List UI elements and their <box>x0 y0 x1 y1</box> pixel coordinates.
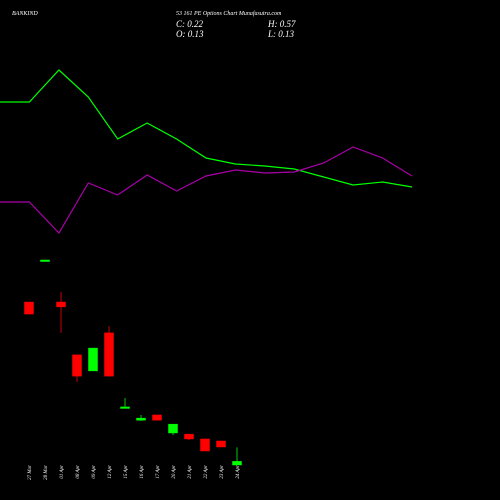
x-tick-label: 16 Apr <box>140 465 145 479</box>
indicator-line <box>0 69 413 188</box>
indicator-line <box>0 146 413 234</box>
candle-body <box>72 354 82 377</box>
open-label: O: 0.13 <box>176 29 204 39</box>
x-tick-label: 23 Apr <box>220 465 225 479</box>
candle-body <box>232 461 242 466</box>
x-tick-label: 08 Apr <box>76 465 81 479</box>
high-label: H: 0.57 <box>267 19 296 29</box>
x-tick-label: 15 Apr <box>124 465 129 479</box>
chart-subtitle: 53 161 PE Options Chart Munafasutra.com <box>176 10 282 17</box>
x-tick-label: 01 Apr <box>60 465 65 479</box>
chart-title: BANKIND <box>12 11 38 17</box>
x-tick-label: 27 Mar <box>28 465 33 480</box>
candle-body <box>88 347 98 372</box>
x-tick-label: 17 Apr <box>156 465 161 479</box>
candle-body <box>184 433 194 440</box>
x-tick-label: 20 Apr <box>172 465 177 479</box>
candle-body <box>120 406 130 409</box>
candle-body <box>56 301 66 308</box>
x-tick-label: 21 Apr <box>188 465 193 479</box>
candle-body <box>24 301 34 315</box>
x-tick-label: 22 Apr <box>204 465 209 479</box>
close-label: C: 0.22 <box>176 19 204 29</box>
candle-body <box>168 423 178 434</box>
x-tick-label: 28 Mar <box>44 465 49 480</box>
x-tick-label: 12 Apr <box>108 465 113 479</box>
candle-body <box>200 438 210 452</box>
x-tick-label: 09 Apr <box>92 465 97 479</box>
candle-body <box>136 417 146 421</box>
x-tick-label: 24 Apr <box>236 465 241 479</box>
candle-body <box>40 259 50 262</box>
candle-body <box>216 440 226 448</box>
candle-body <box>104 332 114 377</box>
candle-body <box>152 414 162 421</box>
low-label: L: 0.13 <box>267 29 295 39</box>
